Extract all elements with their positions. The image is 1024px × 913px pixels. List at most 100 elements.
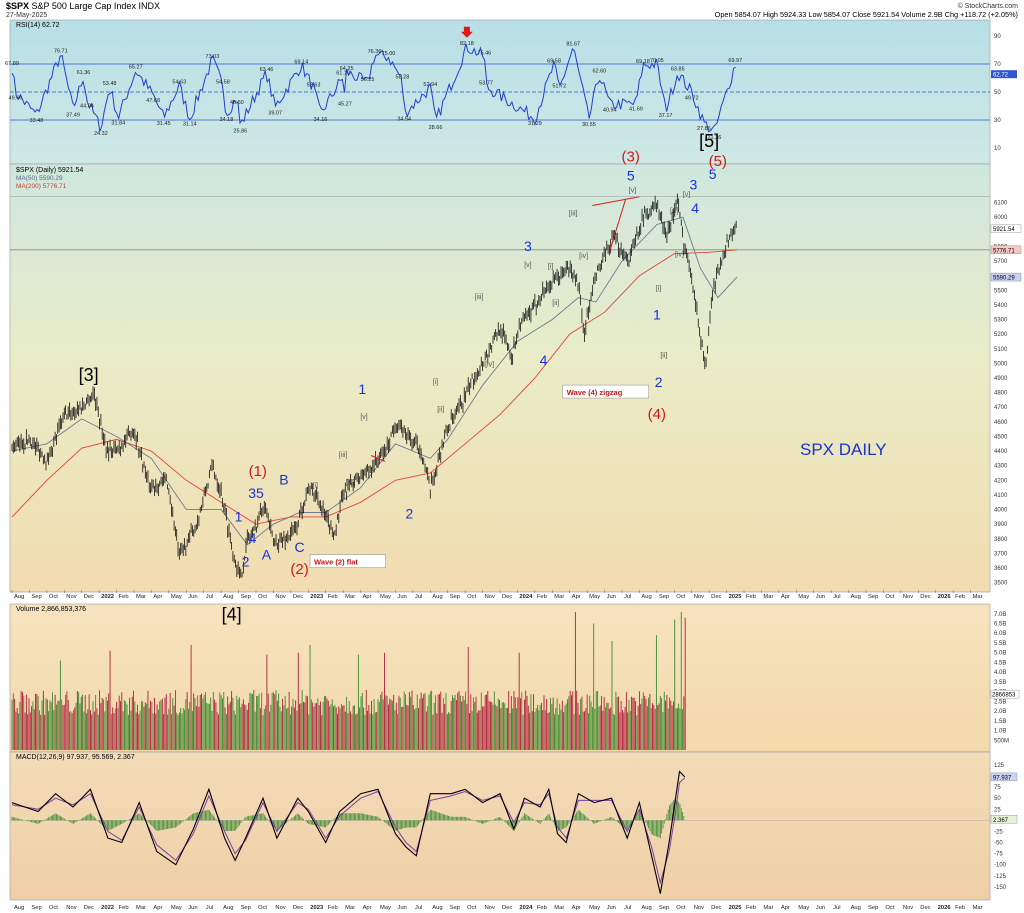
price-tick: 6100: [994, 201, 1008, 207]
volume-tick: 2.0B: [994, 709, 1006, 715]
x-axis-label: Dec: [293, 594, 303, 600]
trendline: [592, 196, 640, 206]
annotation-box: [309, 554, 386, 568]
rsi-point-label: 69.14: [294, 59, 308, 65]
rsi-point-label: 21.36: [707, 135, 721, 141]
volume-layer: 500M1.0B1.5B2.0B2.5B3.0B3.5B4.0B4.5B5.0B…: [11, 612, 1020, 750]
price-tick: 3900: [994, 522, 1008, 528]
rsi-point-label: 53.77: [479, 81, 493, 87]
rsi-point-label: 69.97: [728, 58, 742, 64]
x-axis-label: Mar: [345, 594, 355, 600]
x-axis-label: Sep: [450, 594, 460, 600]
x-axis-label: Oct: [49, 594, 58, 600]
x-axis-label: 2023: [310, 905, 324, 911]
price-tick: 4000: [994, 508, 1008, 514]
volume-tick: 6.0B: [994, 631, 1006, 637]
wave-label: 1: [235, 508, 243, 524]
x-axis-label: Jun: [188, 905, 197, 911]
macd-last-label: 2.367: [993, 818, 1009, 824]
wave-sub-label: [ii]: [322, 510, 329, 517]
rsi-point-label: 61.36: [77, 70, 91, 76]
x-axis-label: Oct: [885, 905, 894, 911]
x-axis-label: Dec: [502, 905, 512, 911]
x-axis-label: Feb: [537, 905, 547, 911]
x-axis-label: Sep: [659, 594, 669, 600]
wave-sub-label: [ii]: [660, 353, 667, 360]
annotation-text: Wave (4) zigzag: [567, 388, 623, 397]
x-axis-label: Apr: [781, 905, 790, 911]
macd-tick: -125: [994, 874, 1007, 880]
x-axis-label: Apr: [572, 594, 581, 600]
price-tick: 5000: [994, 361, 1008, 367]
rsi-point-label: 44.04: [80, 103, 94, 109]
price-last-box: [990, 272, 1022, 282]
annotation-text: Wave (2) flat: [314, 558, 358, 567]
x-axis-label: Dec: [502, 594, 512, 600]
volume-legend: Volume 2,866,853,376: [16, 606, 86, 613]
rsi-point-label: 31.45: [157, 121, 171, 127]
x-axis-label: Oct: [676, 905, 685, 911]
rsi-point-label: 24.32: [94, 131, 108, 137]
x-axis-label: 2023: [310, 594, 324, 600]
price-last-box: [990, 245, 1022, 255]
x-axis-label: Dec: [84, 594, 94, 600]
rsi-point-label: 54.58: [216, 80, 230, 86]
price-tick: 4700: [994, 405, 1008, 411]
x-axis-label: Mar: [973, 594, 983, 600]
x-axis-label: Nov: [903, 905, 913, 911]
wave-label: (1): [249, 463, 267, 480]
price-tick: 3800: [994, 537, 1008, 543]
wave-label: 4: [249, 530, 257, 546]
x-axis-label: Apr: [363, 594, 372, 600]
price-last-label: 5776.71: [993, 248, 1015, 254]
macd-last-box: [990, 815, 1018, 824]
x-axis-label: Feb: [746, 905, 756, 911]
rsi-point-label: 63.46: [260, 67, 274, 73]
x-axis-label: Jul: [624, 594, 631, 600]
x-axis-label: Jun: [188, 594, 197, 600]
x-axis-label: Oct: [885, 594, 894, 600]
wave-sub-label: [v]: [683, 192, 690, 199]
macd-tick: -150: [994, 885, 1007, 891]
x-axis-label: Jul: [833, 905, 840, 911]
rsi-point-label: 41.69: [629, 107, 643, 113]
rsi-point-label: 53.48: [103, 81, 117, 87]
x-axis-label: May: [171, 905, 182, 911]
rsi-point-label: 31.14: [183, 121, 197, 127]
x-axis-label: Feb: [746, 594, 756, 600]
rsi-point-label: 40.94: [603, 108, 617, 114]
wave-label: [4]: [222, 605, 242, 625]
rsi-tick: 90: [994, 34, 1001, 40]
ma200-legend: MA(200) 5776.71: [16, 183, 67, 190]
x-axis-label: Oct: [467, 905, 476, 911]
rsi-point-label: 82.18: [460, 41, 474, 47]
price-tick: 4900: [994, 376, 1008, 382]
x-axis-label: 2025: [729, 905, 743, 911]
rsi-point-label: 62.60: [592, 68, 606, 74]
rsi-point-label: 64.25: [340, 66, 354, 72]
x-axis-label: Oct: [258, 594, 267, 600]
ma200-line: [11, 249, 738, 525]
x-axis-label: Sep: [241, 594, 251, 600]
x-axis-label: Apr: [363, 905, 372, 911]
x-axis-label: Aug: [432, 594, 442, 600]
wave-sub-label: [v]: [629, 187, 636, 194]
rsi-tick: 50: [994, 90, 1001, 96]
x-axis-label: Jun: [397, 594, 406, 600]
macd-tick: 25: [994, 807, 1001, 813]
x-axis-label: Jul: [415, 594, 422, 600]
price-tick: 6000: [994, 215, 1008, 221]
rsi-point-label: 69.18: [636, 59, 650, 65]
x-axis-label: Sep: [868, 905, 878, 911]
price-tick: 4400: [994, 449, 1008, 455]
wave-label: 4: [540, 352, 548, 368]
x-axis-label: 2026: [938, 594, 952, 600]
x-axis-label: Mar: [136, 594, 146, 600]
x-axis-label: Aug: [223, 594, 233, 600]
price-tick: 4100: [994, 493, 1008, 499]
price-tick: 4300: [994, 464, 1008, 470]
wave-label: B: [279, 472, 288, 488]
volume-tick: 4.5B: [994, 660, 1006, 666]
volume-tick: 7.0B: [994, 612, 1006, 618]
rsi-point-label: 49.66: [9, 95, 23, 101]
